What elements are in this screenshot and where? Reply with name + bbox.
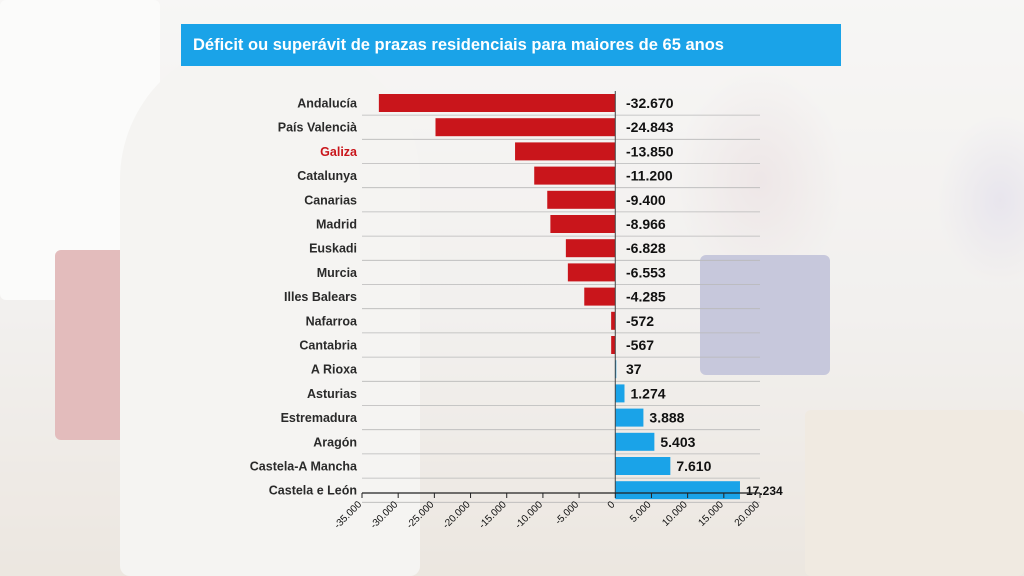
category-label: Asturias bbox=[307, 387, 357, 401]
x-tick-label: -15.000 bbox=[477, 499, 509, 531]
bar bbox=[611, 336, 616, 354]
bar bbox=[378, 94, 616, 112]
value-label: -567 bbox=[626, 337, 654, 353]
value-label: -24.843 bbox=[626, 119, 674, 135]
value-label: -9.400 bbox=[626, 192, 666, 208]
chart-title-box: Déficit ou superávit de prazas residenci… bbox=[181, 24, 841, 66]
x-tick-label: -20.000 bbox=[441, 499, 473, 531]
category-label: Aragón bbox=[313, 435, 357, 449]
chart-title: Déficit ou superávit de prazas residenci… bbox=[193, 35, 724, 54]
category-label: Cantabria bbox=[299, 339, 358, 353]
value-label: 5.403 bbox=[660, 434, 695, 450]
bar bbox=[550, 215, 616, 233]
bar bbox=[565, 239, 616, 258]
value-label: 17.234 bbox=[746, 484, 783, 498]
value-label: 3.888 bbox=[649, 410, 684, 426]
category-label: Murcia bbox=[317, 266, 358, 280]
value-label: 1.274 bbox=[630, 385, 665, 401]
x-tick-label: 10.000 bbox=[660, 499, 690, 529]
x-tick-label: 15.000 bbox=[697, 499, 727, 529]
x-tick-label: -25.000 bbox=[405, 499, 437, 531]
value-label: -32.670 bbox=[626, 95, 674, 111]
bar bbox=[615, 432, 655, 451]
value-label: 7.610 bbox=[676, 458, 711, 474]
x-tick-label: -30.000 bbox=[369, 499, 401, 531]
category-label: Castela-A Mancha bbox=[250, 460, 358, 474]
bar bbox=[547, 190, 616, 209]
category-label: Illes Balears bbox=[284, 290, 357, 304]
x-tick-label: 20.000 bbox=[733, 499, 763, 529]
bar bbox=[435, 118, 616, 137]
bar bbox=[515, 142, 616, 161]
category-label: Euskadi bbox=[309, 242, 357, 256]
category-label: A Rioxa bbox=[311, 363, 358, 377]
bar bbox=[615, 481, 740, 500]
bar bbox=[611, 311, 616, 330]
category-label: Galiza bbox=[320, 145, 358, 159]
value-label: -11.200 bbox=[626, 168, 673, 184]
x-tick-label: -5.000 bbox=[553, 499, 581, 527]
bar bbox=[615, 457, 671, 475]
value-label: -6.553 bbox=[626, 264, 666, 280]
category-label: Catalunya bbox=[297, 169, 358, 183]
category-label: Canarias bbox=[304, 193, 357, 207]
value-label: -572 bbox=[626, 313, 654, 329]
category-label: Nafarroa bbox=[306, 314, 358, 328]
bar bbox=[584, 287, 616, 306]
value-label: 37 bbox=[626, 361, 642, 377]
category-label: País Valencià bbox=[278, 121, 357, 135]
x-tick-label: 5.000 bbox=[628, 499, 654, 525]
bar bbox=[567, 263, 616, 282]
bar bbox=[615, 384, 625, 403]
value-label: -13.850 bbox=[626, 143, 674, 159]
value-label: -6.828 bbox=[626, 240, 666, 256]
value-label: -8.966 bbox=[626, 216, 666, 232]
bar bbox=[615, 408, 644, 427]
category-label: Estremadura bbox=[281, 411, 358, 425]
x-tick-label: -10.000 bbox=[513, 499, 545, 531]
category-label: Andalucía bbox=[297, 97, 358, 111]
category-label: Castela e León bbox=[269, 484, 357, 498]
category-label: Madrid bbox=[316, 218, 357, 232]
value-label: -4.285 bbox=[626, 289, 666, 305]
x-tick-label: 0 bbox=[606, 499, 618, 511]
x-tick-label: -35.000 bbox=[332, 499, 364, 531]
bar bbox=[534, 166, 616, 185]
